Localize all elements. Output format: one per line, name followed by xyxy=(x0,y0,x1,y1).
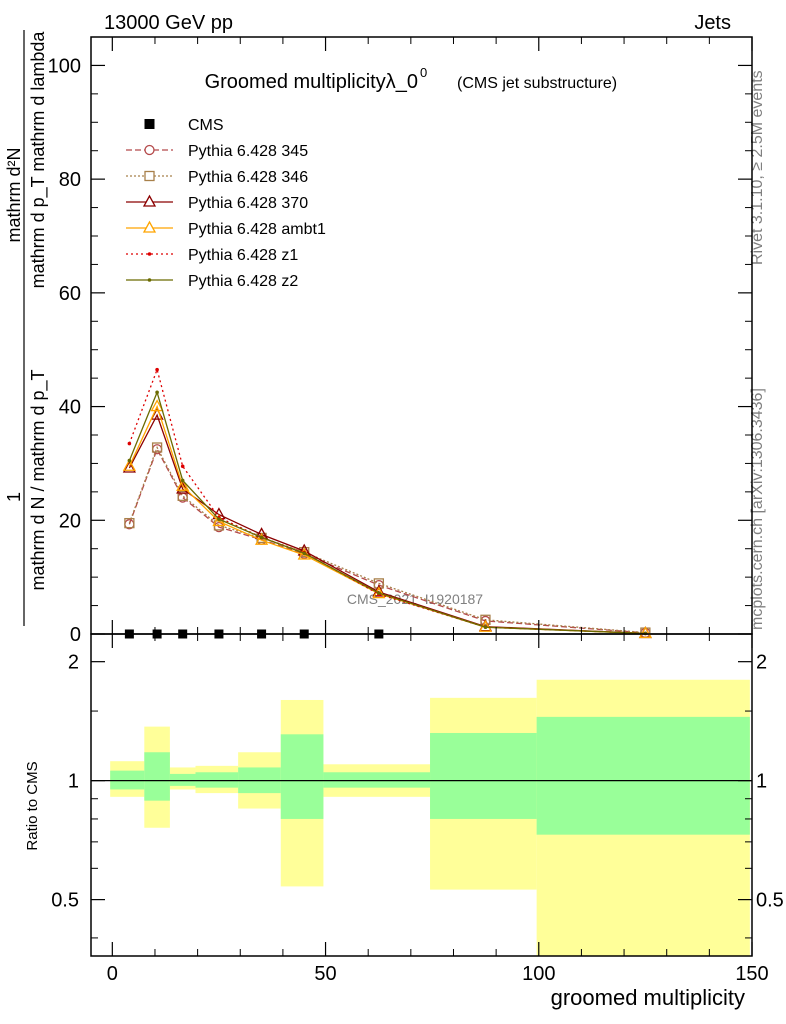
ratio-band-green xyxy=(195,772,239,788)
legend-marker xyxy=(144,170,155,182)
chart-title: Groomed multiplicityλ_0 0 (CMS jet subst… xyxy=(205,65,617,93)
ratio-ytick-label: 2 xyxy=(68,652,79,674)
ratio-band-green xyxy=(280,734,324,819)
series-point xyxy=(638,626,652,639)
series-point xyxy=(377,591,381,595)
series-point xyxy=(177,490,188,501)
ratio-band-green xyxy=(144,752,170,801)
series-point xyxy=(180,478,185,483)
main-y-axis-label: 1 mathrm d²N mathrm d N / mathrm d p_T m… xyxy=(4,30,49,626)
title-sup: 0 xyxy=(420,65,427,80)
legend-label-5: Pythia 6.428 z2 xyxy=(188,273,298,290)
ratio-ytick-label: 1 xyxy=(68,771,79,793)
xtick-label: 0 xyxy=(107,963,118,985)
legend-marker xyxy=(147,252,152,256)
y-label-pre-den: mathrm d N / mathrm d p_T xyxy=(28,369,49,590)
header-energy: 13000 GeV pp xyxy=(104,12,233,34)
legend-marker xyxy=(142,194,157,207)
legend-marker xyxy=(147,278,152,282)
ratio-ytick-label: 0.5 xyxy=(51,890,79,912)
main-ytick-label: 40 xyxy=(59,397,81,419)
xtick-label: 50 xyxy=(314,963,336,985)
legend-marker xyxy=(142,220,157,233)
ratio-y-label: Ratio to CMS xyxy=(24,761,41,850)
series-point xyxy=(155,390,159,395)
y-label-den: mathrm d p_T mathrm d lambda xyxy=(28,31,49,289)
series-point xyxy=(483,625,488,629)
header-jets: Jets xyxy=(694,12,731,34)
rivet-label: Rivet 3.1.10, ≥ 2.5M events xyxy=(749,70,766,265)
main-ytick-label: 20 xyxy=(59,510,81,532)
series-point xyxy=(217,517,221,521)
series-point xyxy=(176,478,190,491)
ratio-band-green xyxy=(430,732,537,819)
series-point xyxy=(151,442,163,453)
series-point xyxy=(254,532,269,545)
title-subtitle: (CMS jet substructure) xyxy=(457,75,617,92)
main-ytick-label: 0 xyxy=(70,624,81,646)
legend-label-cms: CMS xyxy=(188,117,224,134)
main-ytick-label: 60 xyxy=(59,283,81,305)
legend-label-0: Pythia 6.428 345 xyxy=(188,143,308,160)
ratio-plot: 0.5 0.51 12 20 50 100 150 xyxy=(51,37,784,985)
series-point xyxy=(150,399,164,412)
mcplots-label: mcplots.cern.ch [arXiv:1306.3436] xyxy=(749,388,766,630)
series-point xyxy=(180,464,185,469)
title-main: Groomed multiplicityλ_0 xyxy=(205,71,418,93)
ratio-band-green xyxy=(323,772,431,788)
main-ytick-label: 100 xyxy=(48,55,81,77)
series-point xyxy=(122,458,136,471)
ratio-band-green xyxy=(536,716,750,835)
x-axis-label: groomed multiplicity xyxy=(551,985,745,1010)
legend-label-2: Pythia 6.428 370 xyxy=(188,195,308,212)
series-point xyxy=(122,460,136,473)
series-point xyxy=(127,441,132,446)
ratio-ytick-label: 1 xyxy=(756,771,767,793)
legend-label-4: Pythia 6.428 z1 xyxy=(188,247,298,264)
ratio-frame xyxy=(90,633,753,957)
legend-marker xyxy=(144,144,155,156)
legend: CMS Pythia 6.428 345 Pythia 6.428 346 Pythi… xyxy=(126,117,326,290)
series-point xyxy=(297,547,311,560)
xtick-label: 100 xyxy=(522,963,555,985)
series-point xyxy=(480,614,491,625)
legend-label-1: Pythia 6.428 346 xyxy=(188,169,308,186)
xtick-label: 150 xyxy=(735,963,768,985)
series-point xyxy=(259,535,264,540)
ratio-ytick-label: 0.5 xyxy=(756,890,784,912)
legend-marker-cms xyxy=(144,119,155,129)
series-point xyxy=(155,367,159,372)
ratio-ytick-label: 2 xyxy=(756,652,767,674)
y-label-prefix: 1 xyxy=(4,492,24,502)
legend-label-3: Pythia 6.428 ambt1 xyxy=(188,221,326,238)
series-point xyxy=(127,458,132,463)
y-label-num: mathrm d²N xyxy=(4,147,24,242)
series-point xyxy=(302,551,307,556)
main-ytick-label: 80 xyxy=(59,169,81,191)
series-point xyxy=(124,517,135,529)
ratio-band-green xyxy=(169,773,196,786)
